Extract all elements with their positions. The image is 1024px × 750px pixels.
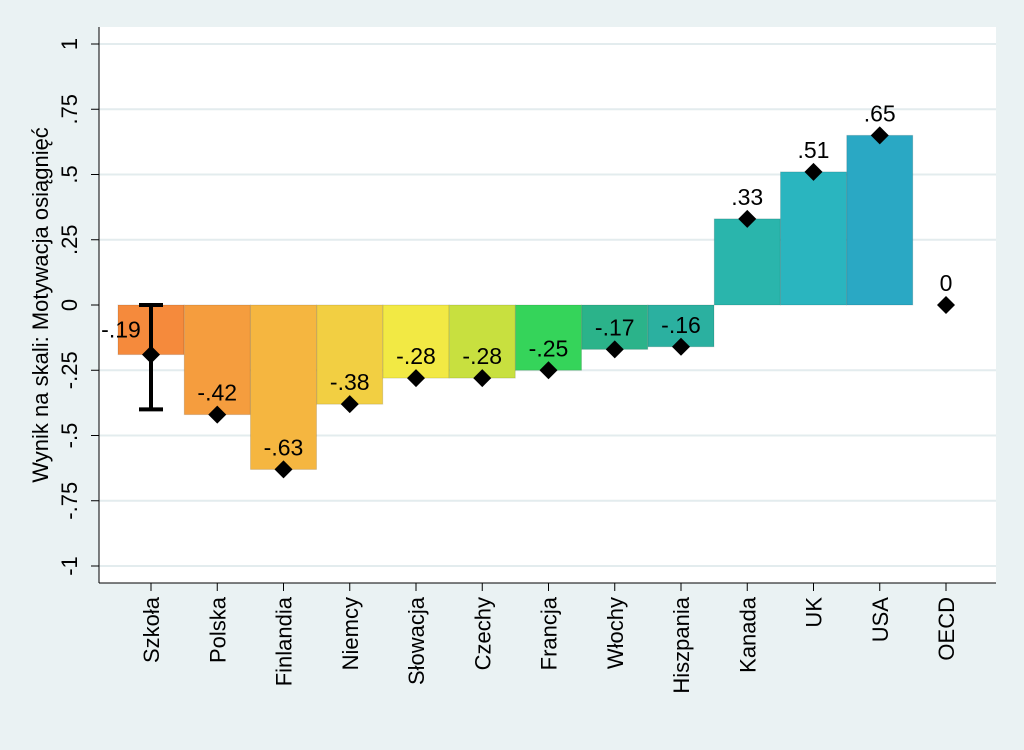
bar bbox=[382, 304, 450, 379]
diamond-marker bbox=[142, 345, 160, 364]
x-tick-label: Słowacja bbox=[404, 596, 429, 685]
data-label: -.19 bbox=[101, 317, 141, 343]
data-label: .51 bbox=[798, 137, 830, 163]
data-label: -.38 bbox=[330, 369, 370, 395]
x-tick-label: OECD bbox=[934, 597, 959, 661]
point-markers bbox=[142, 126, 955, 479]
x-axis-ticks: Szkoła Polska Finlandia Niemcy Słowacja Czech… bbox=[139, 583, 959, 694]
x-tick-label: Niemcy bbox=[338, 597, 363, 670]
data-label: -.17 bbox=[595, 314, 635, 340]
bar bbox=[846, 134, 914, 306]
value-labels: -.19 -.42 -.63 -.38 -.28 -.28 -.25 -.17 -.16 .33.… bbox=[101, 100, 952, 460]
x-tick-label: Finlandia bbox=[272, 596, 297, 686]
diamond-marker bbox=[804, 162, 823, 181]
data-label: -.25 bbox=[529, 335, 569, 361]
data-label: 0 bbox=[940, 270, 953, 296]
diamond-marker bbox=[340, 395, 359, 414]
diamond-marker bbox=[937, 296, 955, 314]
y-tick-label: .75 bbox=[57, 94, 82, 125]
x-tick-label: Kanada bbox=[735, 596, 760, 673]
data-label: -.42 bbox=[197, 380, 237, 406]
data-label: .33 bbox=[731, 184, 763, 210]
x-tick-label: Hiszpania bbox=[669, 596, 694, 693]
bar bbox=[780, 171, 847, 306]
data-label: -.63 bbox=[264, 434, 304, 460]
y-tick-label: 0 bbox=[57, 299, 82, 311]
data-label: -.28 bbox=[396, 343, 436, 369]
diamond-marker bbox=[208, 405, 227, 424]
y-axis-ticks: 1 .75 .5 .25 0 -.25 -.5 -.75 -1 bbox=[57, 38, 99, 576]
diamond-marker bbox=[870, 126, 889, 145]
y-axis-title: Wynik na skali: Motywacja osiągnięć bbox=[28, 127, 53, 483]
x-tick-label: Włochy bbox=[603, 597, 628, 669]
y-tick-label: .5 bbox=[57, 165, 82, 183]
y-tick-label: -1 bbox=[57, 556, 82, 576]
y-tick-label: 1 bbox=[57, 38, 82, 50]
bar bbox=[316, 304, 384, 405]
diamond-marker bbox=[473, 369, 492, 388]
data-label: -.16 bbox=[661, 312, 701, 338]
bar bbox=[515, 304, 582, 371]
y-tick-label: -.5 bbox=[57, 423, 82, 449]
x-tick-label: UK bbox=[802, 597, 827, 628]
bar bbox=[448, 304, 516, 379]
data-label: -.28 bbox=[462, 343, 502, 369]
diamond-marker bbox=[738, 209, 757, 228]
x-tick-label: Szkoła bbox=[139, 596, 164, 663]
grid-lines bbox=[99, 43, 996, 567]
diamond-marker bbox=[407, 369, 425, 388]
diamond-marker bbox=[672, 337, 690, 356]
data-label: .65 bbox=[864, 100, 896, 126]
diamond-marker bbox=[605, 340, 624, 359]
diamond-marker bbox=[274, 460, 293, 479]
y-tick-label: -.75 bbox=[57, 482, 82, 520]
x-tick-label: USA bbox=[868, 597, 893, 643]
x-tick-label: Polska bbox=[205, 596, 230, 663]
x-tick-label: Czechy bbox=[470, 597, 495, 670]
bar bbox=[183, 304, 251, 416]
diamond-marker bbox=[539, 361, 558, 380]
x-tick-label: Francja bbox=[537, 596, 562, 670]
bar bbox=[713, 218, 781, 306]
y-tick-label: .25 bbox=[57, 224, 82, 255]
y-tick-label: -.25 bbox=[57, 351, 82, 389]
bar bbox=[250, 304, 317, 470]
